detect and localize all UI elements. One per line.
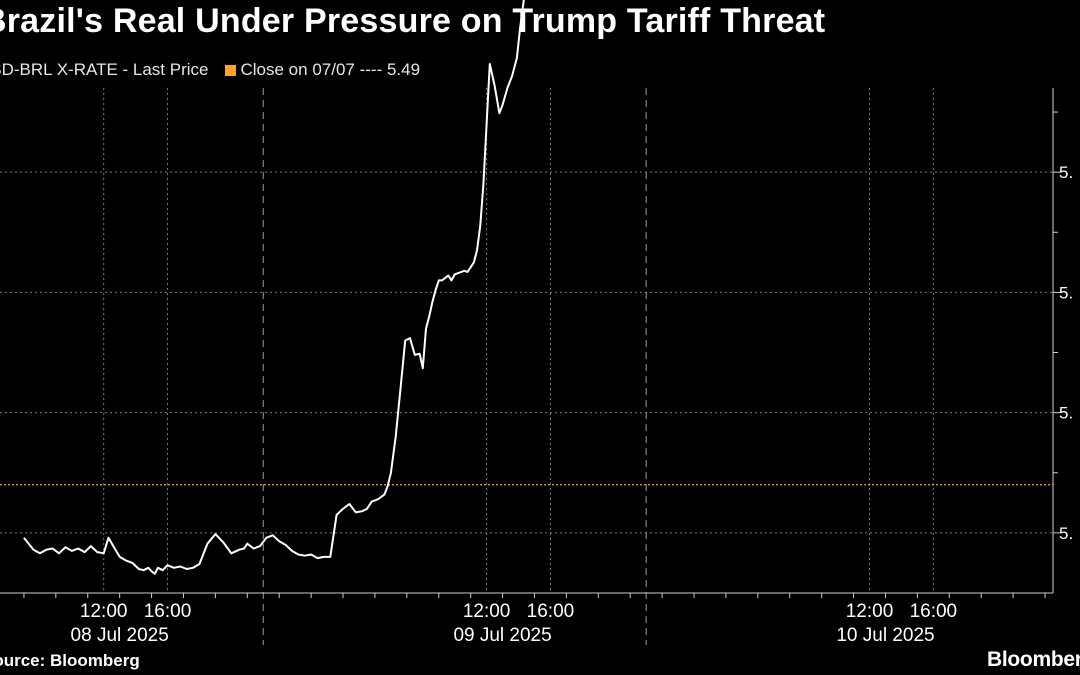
legend: USD-BRL X-RATE - Last Price Close on 07/… bbox=[0, 60, 420, 80]
source-note: Source: Bloomberg bbox=[0, 651, 140, 671]
y-tick-label: 5. bbox=[1059, 163, 1073, 182]
x-day-label: 10 Jul 2025 bbox=[836, 625, 934, 646]
x-tick-label: 16:00 bbox=[527, 601, 575, 622]
x-tick-label: 16:00 bbox=[144, 601, 192, 622]
source-value: Bloomberg bbox=[50, 651, 140, 670]
chart-title: Brazil's Real Under Pressure on Trump Ta… bbox=[0, 2, 826, 40]
x-day-label: 09 Jul 2025 bbox=[453, 625, 551, 646]
x-tick-label: 12:00 bbox=[80, 601, 128, 622]
x-tick-label: 16:00 bbox=[910, 601, 958, 622]
legend-close-label: Close on 07/07 ---- 5.49 bbox=[240, 60, 421, 79]
x-tick-label: 12:00 bbox=[463, 601, 511, 622]
source-label: Source: bbox=[0, 651, 46, 670]
y-tick-label: 5. bbox=[1059, 524, 1073, 543]
legend-series-label: USD-BRL X-RATE - Last Price bbox=[0, 60, 209, 79]
x-tick-label: 12:00 bbox=[846, 601, 894, 622]
x-day-label: 08 Jul 2025 bbox=[71, 625, 169, 646]
y-tick-label: 5. bbox=[1059, 404, 1073, 423]
legend-close-swatch bbox=[224, 64, 236, 76]
bloomberg-logo: Bloomberg bbox=[987, 648, 1080, 671]
price-line bbox=[23, 0, 525, 575]
y-tick-label: 5. bbox=[1059, 283, 1073, 302]
